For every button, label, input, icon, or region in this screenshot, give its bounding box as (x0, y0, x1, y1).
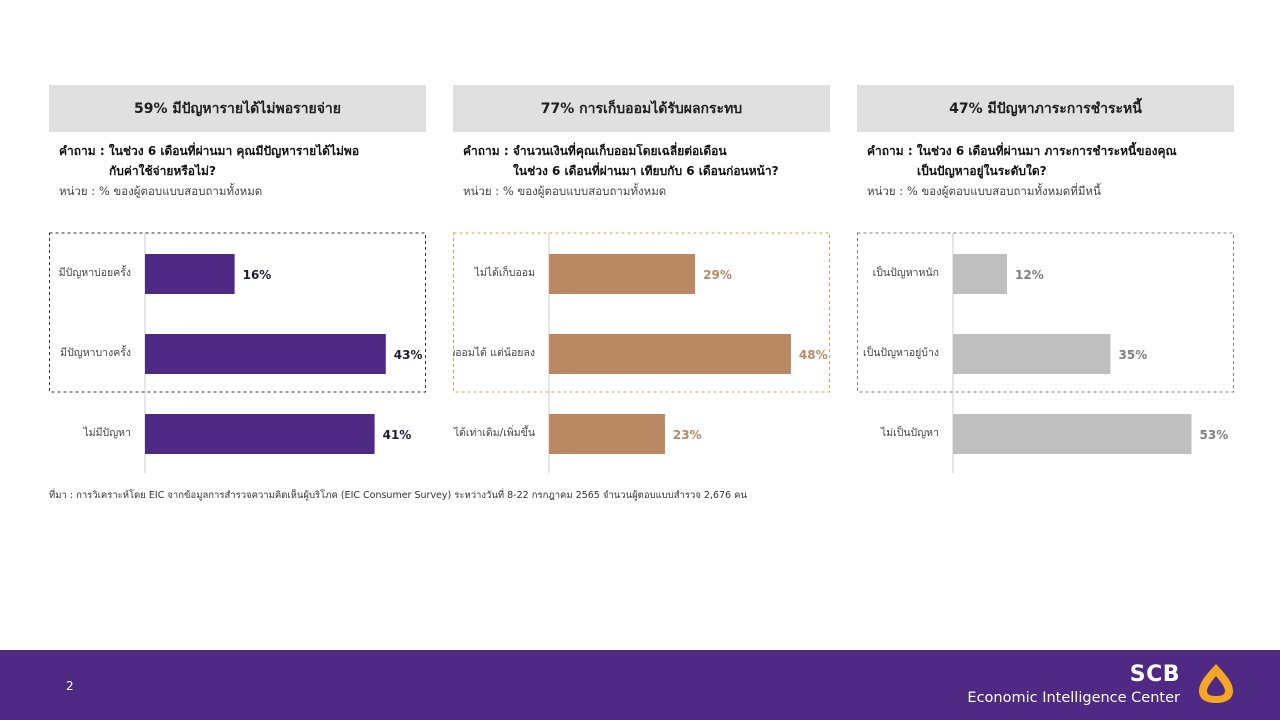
panel-header: 47% มีปัญหาภาระการชำระหนี้ (857, 85, 1234, 132)
category-label: เป็นปัญหาหนัก (873, 265, 939, 279)
data-label: 41% (383, 428, 412, 442)
scb-logo-icon (1199, 664, 1233, 703)
panel-savings: 77% การเก็บออมได้รับผลกระทบ คำถาม : จำนว… (453, 85, 830, 485)
question: คำถาม : ในช่วง 6 เดือนที่ผ่านมา คุณมีปัญ… (59, 141, 419, 181)
highlight-box (857, 232, 1234, 393)
unit-note: หน่วย : % ของผู้ตอบแบบสอบถามทั้งหมดที่มี… (867, 184, 1101, 198)
bar-chart-svg: 12% เป็นปัญหาหนัก 35% เป็นปัญหาอยู่บ้าง 53% ไ… (857, 232, 1234, 473)
chart-savings: 29% ไม่ได้เก็บออม 48% เก็บออมได้ แต่น้อยลง 2… (453, 230, 830, 475)
brand-name: SCB (1129, 662, 1180, 687)
chart-income: 16% มีปัญหาบ่อยครั้ง 43% มีปัญหาบางครั้ง 41%… (49, 230, 426, 475)
unit-note: หน่วย : % ของผู้ตอบแบบสอบถามทั้งหมด (463, 184, 667, 198)
bar (549, 334, 791, 374)
bar-chart-svg: 16% มีปัญหาบ่อยครั้ง 43% มีปัญหาบางครั้ง 41%… (49, 232, 426, 473)
highlight-box (453, 232, 830, 393)
bar-chart-svg: 29% ไม่ได้เก็บออม 48% เก็บออมได้ แต่น้อยลง 2… (453, 232, 830, 473)
footer: 2 SCB Economic Intelligence Center (0, 650, 1280, 720)
bar (549, 254, 696, 294)
category-label: มีปัญหาบ่อยครั้ง (59, 265, 131, 279)
panel-header: 77% การเก็บออมได้รับผลกระทบ (453, 85, 830, 132)
data-label: 29% (703, 268, 732, 282)
data-label: 48% (799, 348, 828, 362)
panel-header: 59% มีปัญหารายได้ไม่พอรายจ่าย (49, 85, 426, 132)
question-prefix: คำถาม : (463, 144, 509, 158)
panel-debt: 47% มีปัญหาภาระการชำระหนี้ คำถาม : ในช่ว… (857, 85, 1234, 485)
bar (953, 414, 1192, 454)
data-label: 53% (1200, 428, 1229, 442)
data-label: 16% (243, 268, 272, 282)
question-line2: เป็นปัญหาอยู่ในระดับใด? (917, 164, 1047, 178)
category-label: มีปัญหาบางครั้ง (60, 345, 131, 359)
page-number: 2 (66, 679, 74, 693)
category-label: ไม่เป็นปัญหา (880, 425, 939, 439)
category-label: ไม่มีปัญหา (82, 426, 131, 439)
question-line1: ในช่วง 6 เดือนที่ผ่านมา ภาระการชำระหนี้ข… (916, 144, 1177, 158)
chart-debt: 12% เป็นปัญหาหนัก 35% เป็นปัญหาอยู่บ้าง 53% ไ… (857, 230, 1234, 475)
data-label: 43% (394, 348, 423, 362)
question-line1: จำนวนเงินที่คุณเก็บออมโดยเฉลี่ยต่อเดือน (512, 144, 727, 158)
brand: SCB Economic Intelligence Center (967, 662, 1180, 708)
question-line1: ในช่วง 6 เดือนที่ผ่านมา คุณมีปัญหารายได้… (108, 144, 360, 158)
bar (145, 414, 375, 454)
question-line2: กับค่าใช้จ่ายหรือไม่? (109, 164, 216, 178)
question: คำถาม : จำนวนเงินที่คุณเก็บออมโดยเฉลี่ยต… (463, 141, 823, 181)
bar (953, 334, 1111, 374)
data-label: 35% (1119, 348, 1148, 362)
highlight-box (49, 232, 426, 393)
source-note: ที่มา : การวิเคราะห์โดย EIC จากข้อมูลการ… (49, 490, 747, 501)
bar (145, 334, 386, 374)
question: คำถาม : ในช่วง 6 เดือนที่ผ่านมา ภาระการช… (867, 141, 1227, 181)
brand-subtitle: Economic Intelligence Center (967, 690, 1180, 706)
unit-note: หน่วย : % ของผู้ตอบแบบสอบถามทั้งหมด (59, 184, 263, 198)
category-label: ไม่ได้เก็บออม (474, 265, 535, 279)
panel-income: 59% มีปัญหารายได้ไม่พอรายจ่าย คำถาม : ใน… (49, 85, 426, 485)
category-label: เก็บออมได้ แต่น้อยลง (453, 345, 535, 359)
bar (549, 414, 665, 454)
question-line2: ในช่วง 6 เดือนที่ผ่านมา เทียบกับ 6 เดือน… (513, 164, 779, 178)
data-label: 12% (1015, 268, 1044, 282)
category-label: เป็นปัญหาอยู่บ้าง (863, 345, 939, 359)
logo-shape (1199, 664, 1233, 703)
question-prefix: คำถาม : (59, 144, 105, 158)
category-label: เก็บออมได้เท่าเดิม/เพิ่มขึ้น (453, 425, 535, 439)
question-prefix: คำถาม : (867, 144, 913, 158)
bar (145, 254, 235, 294)
data-label: 23% (673, 428, 702, 442)
bar (953, 254, 1007, 294)
